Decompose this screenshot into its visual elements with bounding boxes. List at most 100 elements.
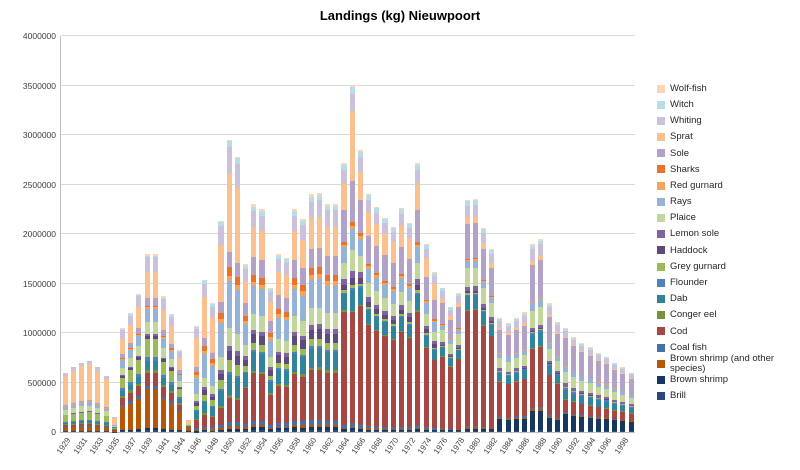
bar-segment-brown-shrimp — [292, 427, 298, 430]
stacked-bar-1995 — [594, 36, 602, 432]
bar-segment-grey-gurnard — [202, 394, 208, 401]
bar-segment-rays — [521, 350, 528, 355]
bar-segment-sole — [128, 342, 134, 348]
legend-label: Sprat — [670, 131, 693, 143]
bar-segment-rays — [292, 289, 298, 316]
bar-segment-haddock — [415, 284, 421, 291]
bar-segment-whiting — [144, 257, 150, 272]
legend-label: Sole — [670, 147, 690, 159]
bar-segment-lemon-sole — [316, 324, 322, 330]
bar-segment-sprat — [415, 183, 421, 210]
bar-segment-dab — [161, 377, 167, 385]
bar-segment-conger-eel — [349, 310, 355, 313]
bar-segment-whiting — [275, 259, 281, 272]
bar-segment-haddock — [554, 373, 560, 374]
bar-segment-grey-gurnard — [538, 329, 544, 331]
bar-segment-red-gurnard — [300, 291, 306, 296]
legend-label: Rays — [670, 196, 692, 208]
bar-segment-brown-shrimp — [300, 427, 306, 430]
bar-segment-witch — [415, 164, 421, 170]
bar-segment-sprat — [562, 337, 569, 339]
bar-segment-red-gurnard — [259, 284, 265, 290]
bar-segment-sprat — [439, 298, 445, 303]
bar-segment-whiting — [341, 169, 347, 184]
bar-segment-flounder — [489, 323, 495, 325]
bar-segment-cod — [407, 338, 413, 427]
bar-segment-witch — [144, 255, 150, 258]
bar-segment-brill — [218, 430, 224, 432]
legend-item-brill: Brill — [657, 391, 800, 401]
bar-segment-wolf-fish — [259, 208, 265, 212]
bar-segment-sharks — [325, 274, 331, 282]
bar-segment-witch — [554, 323, 560, 326]
bar-segment-brown-shrimp — [595, 418, 601, 432]
bar-segment-lemon-sole — [226, 345, 232, 352]
bar-segment-witch — [546, 304, 552, 308]
bar-segment-brill — [431, 431, 437, 432]
bar-segment-red-gurnard — [103, 407, 109, 409]
bar-segment-whiting — [193, 328, 199, 339]
bar-segment-flounder — [374, 315, 380, 317]
bar-segment-conger-eel — [554, 383, 560, 384]
bar-segment-witch — [267, 289, 273, 293]
bar-segment-brown-shrimp-and-other-species- — [374, 428, 380, 430]
bar-segment-conger-eel — [177, 403, 183, 405]
bar-segment-brown-shrimp-and-other-species- — [128, 403, 134, 430]
bar-segment-wolf-fish — [284, 257, 290, 260]
stacked-bar-1977 — [447, 36, 455, 432]
bar-segment-sprat — [480, 243, 486, 250]
bar-segment-grey-gurnard — [382, 319, 388, 322]
stacked-bar-1998 — [619, 36, 627, 432]
bar-segment-sprat — [243, 280, 249, 303]
y-axis-tick-label: 2500000 — [22, 179, 56, 190]
bar-segment-grey-gurnard — [267, 375, 273, 381]
x-axis-tick-label: 1939 — [136, 436, 155, 456]
bar-segment-whiting — [259, 215, 265, 232]
bar-segment-whiting — [464, 205, 470, 218]
bar-segment-red-gurnard — [546, 343, 552, 344]
bar-segment-dab — [366, 310, 372, 325]
bar-segment-cod — [226, 398, 232, 422]
bar-segment-brill — [144, 430, 150, 432]
bar-segment-cod — [202, 414, 208, 427]
bar-segment-dab — [562, 390, 569, 399]
bar-segment-red-gurnard — [226, 275, 232, 282]
bar-segment-lemon-sole — [538, 324, 544, 329]
bar-segment-sprat — [472, 216, 478, 224]
bar-segment-lemon-sole — [513, 368, 519, 371]
bar-segment-wolf-fish — [587, 347, 593, 349]
bar-segment-cod — [185, 426, 191, 428]
bar-segment-brown-shrimp-and-other-species- — [234, 426, 240, 430]
x-axis-tick-label: 1976 — [432, 436, 450, 456]
bar-segment-flounder — [202, 400, 208, 403]
bar-segment-witch — [497, 318, 503, 322]
stacked-bar-1929 — [61, 36, 69, 432]
bar-segment-sole — [374, 246, 380, 274]
stacked-bar-1980 — [471, 36, 479, 432]
bar-segment-brill — [87, 431, 93, 432]
bar-segment-rays — [513, 353, 519, 359]
bar-segment-red-gurnard — [489, 296, 495, 298]
stacked-bar-1951 — [233, 36, 241, 432]
bar-segment-dab — [407, 324, 413, 338]
bar-segment-brill — [349, 430, 355, 432]
bar-segment-brown-shrimp-and-other-species- — [415, 427, 421, 430]
bar-segment-grey-gurnard — [407, 321, 413, 324]
bar-segment-dab — [185, 426, 191, 427]
bar-segment-grey-gurnard — [603, 399, 610, 401]
bar-segment-lemon-sole — [595, 395, 601, 398]
stacked-bar-1961 — [315, 36, 323, 432]
bar-segment-whiting — [152, 257, 158, 272]
bar-segment-sole — [554, 334, 560, 357]
bar-segment-conger-eel — [612, 409, 618, 411]
bar-segment-witch — [538, 240, 544, 245]
bar-segment-sprat — [374, 223, 380, 247]
bar-segment-rays — [431, 322, 437, 332]
bar-segment-whiting — [571, 339, 577, 346]
legend-swatch-icon — [657, 100, 665, 109]
legend-item-brown-shrimp: Brown shrimp — [657, 375, 800, 384]
bar-segment-sprat — [390, 242, 396, 263]
bar-segment-conger-eel — [513, 381, 519, 382]
bar-segment-grey-gurnard — [292, 344, 298, 352]
bar-segment-brown-shrimp-and-other-species- — [456, 429, 462, 430]
